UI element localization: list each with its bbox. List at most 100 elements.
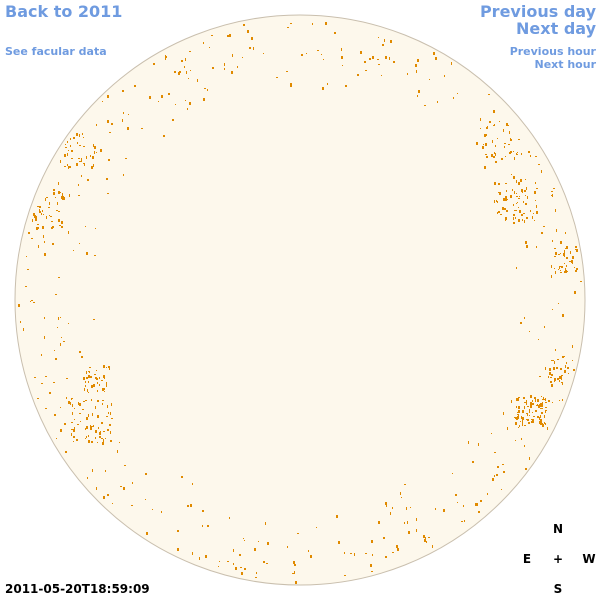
back-link[interactable]: Back to 2011 [5, 2, 123, 21]
facula [103, 431, 105, 432]
facula [534, 220, 535, 221]
facula [555, 271, 556, 274]
facula [560, 253, 561, 254]
facula [378, 521, 380, 524]
previous-day-link[interactable]: Previous day [479, 2, 596, 21]
facula [505, 183, 507, 184]
facula [64, 166, 66, 167]
facula [58, 219, 60, 222]
facular-link[interactable]: See facular data [5, 45, 107, 58]
facula [45, 198, 46, 201]
facula [535, 182, 536, 184]
facula [392, 552, 394, 553]
facula [149, 96, 151, 99]
facula [565, 248, 566, 249]
facula [96, 370, 97, 371]
facula [109, 424, 111, 426]
facula [527, 419, 529, 421]
facula [89, 367, 91, 368]
facula [63, 341, 65, 342]
facula [468, 441, 469, 444]
timestamp: 2011-05-20T18:59:09 [5, 582, 150, 596]
facula [522, 420, 523, 422]
facula [74, 427, 75, 429]
facula [550, 381, 552, 383]
facula [209, 47, 210, 48]
facula [568, 373, 569, 374]
facula [254, 548, 256, 551]
previous-hour-link[interactable]: Previous hour [509, 45, 596, 58]
next-hour-link[interactable]: Next hour [534, 58, 597, 71]
facula [525, 179, 526, 180]
facula [110, 440, 112, 442]
facula [444, 75, 445, 77]
facula [93, 164, 94, 167]
facula [327, 83, 328, 85]
facula [540, 419, 542, 422]
facula [423, 535, 425, 538]
facula [287, 546, 288, 548]
facula [561, 375, 563, 376]
compass-east: E [522, 552, 532, 566]
facula [521, 214, 523, 216]
facula [105, 470, 106, 472]
facula [42, 226, 44, 229]
facula [532, 419, 534, 422]
facula [560, 241, 562, 244]
facula [301, 54, 303, 56]
facula [518, 410, 520, 413]
facula [386, 504, 387, 507]
facula [496, 200, 497, 202]
facula [461, 521, 463, 522]
facula [515, 210, 517, 211]
facula [515, 423, 517, 425]
facula [544, 326, 545, 328]
facula [86, 252, 88, 255]
facula [520, 421, 521, 422]
facula [370, 564, 372, 567]
facula [551, 374, 553, 376]
facula [558, 269, 559, 270]
facula [527, 413, 528, 416]
facula [297, 533, 299, 534]
facula [69, 166, 71, 168]
facula [62, 193, 63, 196]
facula [103, 365, 105, 368]
facula [564, 271, 565, 273]
facula [416, 518, 417, 521]
facula [131, 505, 133, 506]
facula [522, 425, 523, 426]
facula [85, 381, 86, 383]
facula [526, 217, 528, 219]
facula [266, 563, 268, 564]
facula [410, 507, 411, 508]
facula [81, 175, 82, 177]
facula [77, 424, 79, 425]
facula [342, 65, 343, 66]
facula [580, 281, 582, 282]
next-day-link[interactable]: Next day [516, 19, 596, 38]
facula [97, 415, 99, 418]
facula [514, 157, 515, 160]
facula [325, 22, 327, 25]
facula [530, 210, 531, 212]
facula [316, 527, 317, 528]
facula [202, 510, 204, 512]
facula [112, 503, 113, 504]
facula [293, 561, 295, 564]
facula [338, 541, 340, 544]
facula [504, 146, 505, 148]
facula [65, 144, 66, 145]
facula [392, 507, 393, 509]
facula [360, 51, 362, 54]
facula [18, 304, 20, 307]
facula [389, 57, 390, 60]
facula [119, 442, 120, 443]
facula [186, 71, 187, 74]
facula [536, 205, 537, 208]
facula [290, 83, 292, 86]
facula [46, 197, 48, 198]
facula [106, 382, 107, 383]
facula [541, 412, 543, 414]
